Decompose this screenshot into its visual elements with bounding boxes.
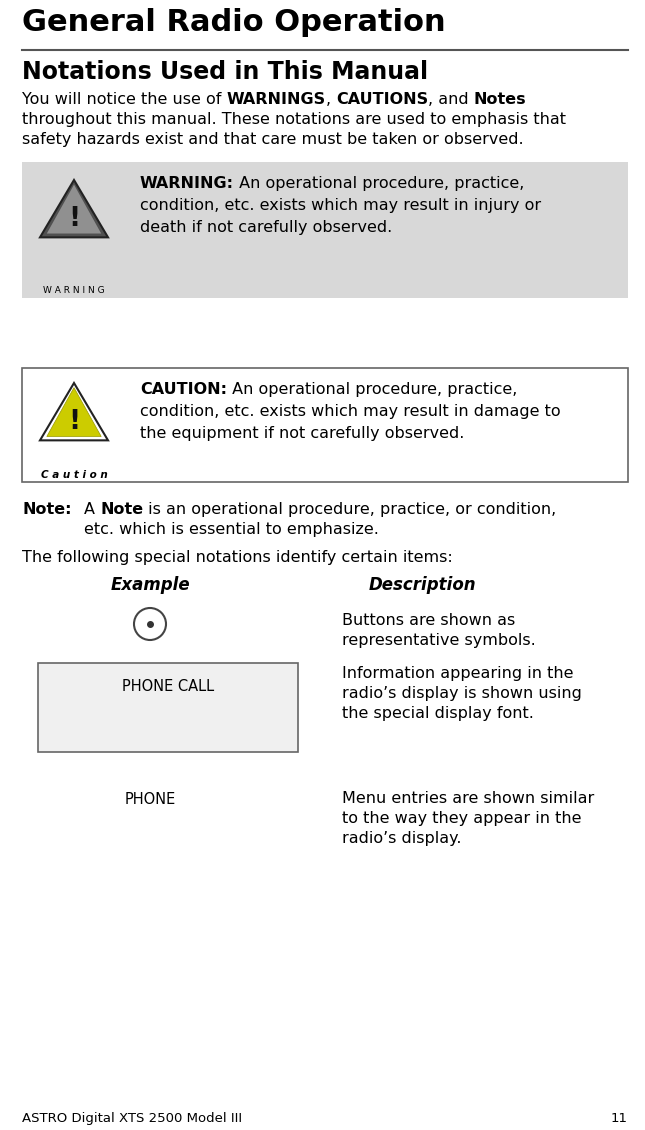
Bar [22, 162, 628, 298]
Text: !: ! [68, 206, 80, 232]
Text: Notes: Notes [473, 92, 526, 107]
Text: CAUTIONS: CAUTIONS [336, 92, 428, 107]
Text: General Radio Operation: General Radio Operation [22, 8, 446, 37]
Bar [38, 663, 298, 751]
Polygon shape [47, 388, 101, 436]
Text: Menu entries are shown similar: Menu entries are shown similar [342, 791, 594, 806]
Text: Example: Example [110, 576, 190, 594]
Text: W A R N I N G: W A R N I N G [43, 286, 104, 295]
Text: Information appearing in the: Information appearing in the [342, 666, 573, 681]
Text: !: ! [68, 409, 80, 435]
Text: Note:: Note: [22, 502, 72, 518]
Text: the special display font.: the special display font. [342, 706, 534, 721]
Text: An operational procedure, practice,: An operational procedure, practice, [227, 382, 517, 397]
Text: WARNING:: WARNING: [140, 176, 234, 191]
Text: PHONE: PHONE [124, 792, 175, 807]
Text: A: A [84, 502, 100, 518]
Text: CAUTION:: CAUTION: [140, 382, 227, 397]
Text: condition, etc. exists which may result in damage to: condition, etc. exists which may result … [140, 405, 561, 419]
Text: is an operational procedure, practice, or condition,: is an operational procedure, practice, o… [143, 502, 557, 518]
Text: , and: , and [428, 92, 473, 107]
Text: 11: 11 [611, 1112, 628, 1125]
Text: ASTRO Digital XTS 2500 Model III: ASTRO Digital XTS 2500 Model III [22, 1112, 242, 1125]
Text: etc. which is essential to emphasize.: etc. which is essential to emphasize. [84, 522, 379, 537]
Text: safety hazards exist and that care must be taken or observed.: safety hazards exist and that care must … [22, 132, 524, 147]
Text: You will notice the use of: You will notice the use of [22, 92, 226, 107]
Text: Notations Used in This Manual: Notations Used in This Manual [22, 60, 428, 84]
Text: PHONE CALL: PHONE CALL [122, 679, 214, 694]
Text: throughout this manual. These notations are used to emphasis that: throughout this manual. These notations … [22, 112, 566, 127]
Text: Buttons are shown as: Buttons are shown as [342, 612, 515, 628]
Text: radio’s display is shown using: radio’s display is shown using [342, 686, 582, 701]
Text: C a u t i o n: C a u t i o n [41, 470, 107, 480]
Text: radio’s display.: radio’s display. [342, 831, 462, 846]
Circle shape [134, 608, 166, 640]
Text: WARNINGS: WARNINGS [226, 92, 326, 107]
Text: An operational procedure, practice,: An operational procedure, practice, [234, 176, 524, 191]
Text: the equipment if not carefully observed.: the equipment if not carefully observed. [140, 426, 464, 441]
Polygon shape [40, 180, 108, 237]
Text: Note: Note [100, 502, 143, 518]
Text: death if not carefully observed.: death if not carefully observed. [140, 220, 392, 235]
Polygon shape [40, 383, 108, 441]
Text: to the way they appear in the: to the way they appear in the [342, 811, 582, 826]
Bar [22, 368, 628, 483]
Text: Description: Description [368, 576, 476, 594]
Text: The following special notations identify certain items:: The following special notations identify… [22, 550, 453, 565]
Text: condition, etc. exists which may result in injury or: condition, etc. exists which may result … [140, 198, 541, 212]
Text: ,: , [326, 92, 336, 107]
Polygon shape [47, 184, 101, 234]
Text: representative symbols.: representative symbols. [342, 633, 536, 647]
